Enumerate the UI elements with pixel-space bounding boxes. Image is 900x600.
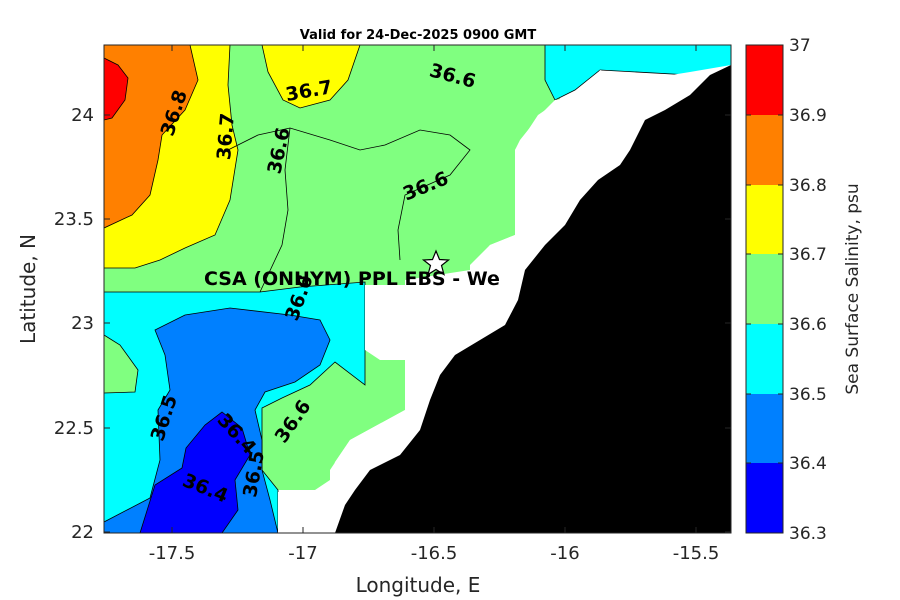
x-axis (171, 45, 697, 533)
site-label: CSA (ONHYM) PPL EBS - We (204, 268, 500, 290)
colorbar: 37 36.9 36.8 36.7 36.6 36.5 36.4 36.3 Se… (745, 36, 863, 544)
contour-fill-36-3 (139, 411, 251, 533)
colorbar-swatch (746, 324, 783, 394)
colorbar-tick-label: 36.4 (789, 454, 827, 474)
x-axis-label: Longitude, E (356, 573, 481, 597)
x-tick-label: -16 (550, 543, 579, 564)
y-tick-label: 24 (71, 105, 94, 126)
colorbar-tick-label: 36.7 (789, 245, 827, 265)
colorbar-tick-label: 37 (789, 36, 811, 56)
y-axis-label: Latitude, N (16, 234, 40, 344)
contour-fill-36-9 (104, 57, 129, 121)
contour-line-36-6-mid (259, 127, 291, 293)
y-axis (104, 114, 731, 533)
x-tick-label: -17.5 (149, 543, 196, 564)
offshore-no-data-patch (365, 285, 470, 360)
contour-label: 36.7 (213, 112, 239, 161)
y-tick-label: 23.5 (54, 209, 94, 230)
colorbar-frame (745, 44, 784, 534)
map-plot-area: 36.8 36.7 36.7 36.6 36.6 36.6 36.6 36.5 … (104, 45, 731, 533)
colorbar-tick-label: 36.9 (789, 106, 827, 126)
peninsula-lagoon-tip (577, 129, 636, 186)
y-tick-label: 23 (71, 313, 94, 334)
x-tick-label: -15.5 (673, 543, 720, 564)
colorbar-swatch (746, 185, 783, 254)
peninsula-lagoon (568, 118, 642, 190)
x-tick-label: -16.5 (411, 543, 458, 564)
contour-fill-36-7-top (261, 45, 361, 109)
colorbar-swatch (746, 45, 783, 115)
colorbar-tick-label: 36.6 (789, 315, 827, 335)
plot-frame (103, 44, 732, 534)
colorbar-swatch (746, 115, 783, 185)
land-mass (335, 65, 731, 533)
colorbar-tick-label: 36.3 (789, 524, 827, 544)
colorbar-swatch (746, 394, 783, 463)
contour-fill-36-8 (104, 45, 199, 229)
colorbar-swatch (746, 254, 783, 324)
colorbar-swatch (746, 463, 783, 533)
colorbar-tick-label: 36.5 (789, 385, 827, 405)
y-tick-label: 22 (71, 522, 94, 543)
site-star-icon (421, 249, 451, 276)
colorbar-tick-label: 36.8 (789, 176, 827, 196)
contour-line-36-6-left (104, 334, 139, 394)
map-title: Valid for 24-Dec-2025 0900 GMT (300, 28, 537, 43)
colorbar-label: Sea Surface Salinity, psu (843, 183, 863, 394)
y-tick-label: 22.5 (54, 418, 94, 439)
x-tick-label: -17 (288, 543, 317, 564)
